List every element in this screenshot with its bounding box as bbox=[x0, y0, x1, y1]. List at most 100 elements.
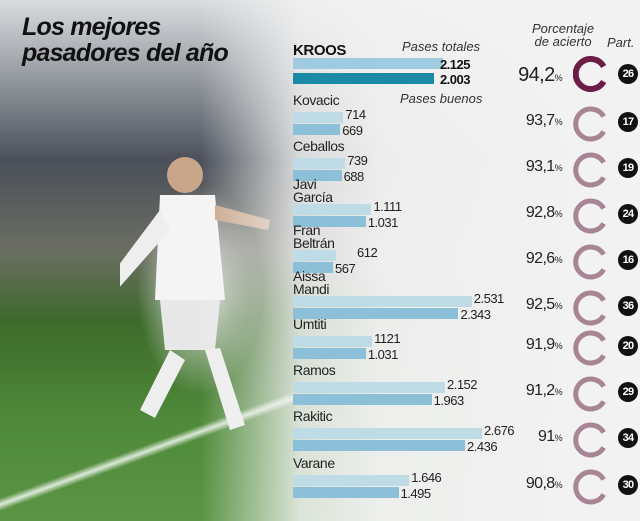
good-passes-bar bbox=[293, 73, 435, 84]
player-name: Fran Beltrán bbox=[293, 222, 335, 251]
accuracy-number: 92,8 bbox=[525, 204, 555, 221]
accuracy-value: 91% bbox=[537, 428, 563, 446]
accuracy-number: 92,5 bbox=[525, 296, 555, 313]
total-passes-bar bbox=[293, 58, 444, 69]
accuracy-ring-icon bbox=[573, 290, 606, 326]
accuracy-ring-icon bbox=[573, 376, 606, 412]
matches-badge: 17 bbox=[618, 112, 638, 132]
player-name: Aissa Mandi bbox=[293, 268, 330, 297]
player-name: Ramos bbox=[293, 362, 336, 378]
total-passes-bar bbox=[293, 158, 346, 169]
total-passes-bar bbox=[293, 204, 372, 215]
player-row: Rakitic 2.676 2.436 91% 34 bbox=[293, 408, 640, 458]
player-row: Kovacic 714 669 93,7% 17 bbox=[293, 92, 640, 142]
good-passes-value: 567 bbox=[335, 261, 356, 276]
player-name: Javi García bbox=[293, 176, 333, 205]
player-row: Ramos 2.152 1.963 91,2% 29 bbox=[293, 362, 640, 412]
page-title: Los mejores pasadores del año bbox=[22, 13, 229, 66]
accuracy-unit: % bbox=[554, 433, 563, 443]
accuracy-unit: % bbox=[554, 480, 563, 490]
accuracy-unit: % bbox=[554, 73, 563, 83]
good-passes-value: 669 bbox=[342, 123, 363, 138]
total-passes-value: 1121 bbox=[374, 331, 401, 346]
good-passes-bar bbox=[293, 170, 342, 181]
good-passes-value: 688 bbox=[343, 169, 365, 184]
total-passes-label: Pases totales bbox=[402, 39, 481, 54]
accuracy-number: 94,2 bbox=[518, 64, 555, 86]
good-passes-bar bbox=[293, 262, 334, 273]
accuracy-number: 91,9 bbox=[525, 336, 555, 353]
total-passes-bar bbox=[293, 428, 482, 439]
accuracy-unit: % bbox=[554, 117, 563, 127]
accuracy-ring-icon bbox=[573, 244, 606, 280]
player-row: Varane 1.646 1.495 90,8% 30 bbox=[293, 455, 640, 505]
total-passes-value: 2.152 bbox=[446, 377, 478, 392]
total-passes-value: 2.531 bbox=[473, 291, 505, 306]
title-line-1: Los mejores bbox=[22, 13, 161, 41]
accuracy-ring-icon bbox=[573, 56, 607, 92]
accuracy-unit: % bbox=[554, 163, 563, 173]
accuracy-unit: % bbox=[554, 387, 563, 397]
good-passes-value: 2.436 bbox=[467, 439, 498, 454]
accuracy-ring-icon bbox=[573, 106, 606, 142]
total-passes-bar bbox=[293, 296, 472, 307]
matches-header: Part. bbox=[607, 35, 635, 50]
good-passes-bar bbox=[293, 308, 459, 319]
accuracy-header-line2: de acierto bbox=[534, 34, 592, 49]
accuracy-number: 93,1 bbox=[525, 158, 555, 175]
total-passes-value: 739 bbox=[347, 153, 368, 168]
player-row: KROOS 2.125 2.003 94,2% 26 bbox=[293, 42, 640, 92]
matches-badge: 29 bbox=[618, 382, 638, 402]
good-passes-bar bbox=[293, 124, 341, 135]
matches-badge: 30 bbox=[618, 475, 638, 495]
good-passes-bar bbox=[293, 348, 366, 359]
good-passes-value: 2.343 bbox=[460, 307, 491, 322]
player-row: Umtiti 1121 1.031 91,9% 20 bbox=[293, 316, 640, 366]
accuracy-number: 91 bbox=[537, 428, 555, 445]
matches-badge: 20 bbox=[618, 336, 638, 356]
total-passes-value: 714 bbox=[345, 107, 366, 122]
accuracy-number: 91,2 bbox=[525, 382, 555, 399]
player-name: Umtiti bbox=[293, 316, 327, 332]
good-passes-value: 1.495 bbox=[400, 486, 432, 501]
accuracy-value: 92,6% bbox=[525, 250, 563, 268]
accuracy-value: 90,8% bbox=[525, 475, 563, 493]
accuracy-value: 93,1% bbox=[525, 158, 563, 176]
accuracy-ring-icon bbox=[573, 469, 606, 505]
matches-badge: 34 bbox=[618, 428, 638, 448]
total-passes-bar bbox=[293, 336, 373, 347]
good-passes-bar bbox=[293, 487, 399, 498]
player-row: Javi García 1.111 1.031 92,8% 24 bbox=[293, 176, 640, 234]
good-passes-value: 2.003 bbox=[439, 72, 471, 87]
accuracy-unit: % bbox=[554, 255, 563, 265]
good-passes-value: 1.963 bbox=[433, 393, 465, 408]
total-passes-bar bbox=[293, 250, 337, 261]
accuracy-number: 90,8 bbox=[525, 475, 555, 492]
good-passes-value: 1.031 bbox=[367, 215, 399, 230]
total-passes-bar bbox=[293, 475, 410, 486]
total-passes-value: 1.646 bbox=[411, 470, 442, 485]
accuracy-header-line1: Porcentaje bbox=[532, 21, 595, 36]
matches-badge: 26 bbox=[618, 64, 638, 84]
player-name: Rakitic bbox=[293, 408, 333, 424]
accuracy-value: 91,9% bbox=[525, 336, 563, 354]
player-name: KROOS bbox=[293, 42, 347, 59]
accuracy-value: 93,7% bbox=[526, 112, 563, 130]
total-passes-bar bbox=[293, 112, 344, 123]
player-row: Fran Beltrán 612 567 92,6% 16 bbox=[293, 222, 640, 280]
accuracy-ring-icon bbox=[573, 152, 606, 188]
player-row: Aissa Mandi 2.531 2.343 92,5% 36 bbox=[293, 268, 640, 326]
accuracy-ring-icon bbox=[573, 198, 606, 234]
accuracy-unit: % bbox=[554, 301, 563, 311]
player-name: Kovacic bbox=[293, 92, 340, 108]
total-passes-value: 2.125 bbox=[439, 57, 471, 72]
player-name: Varane bbox=[293, 455, 335, 471]
good-passes-bar bbox=[293, 394, 432, 405]
accuracy-number: 92,6 bbox=[525, 250, 555, 267]
accuracy-unit: % bbox=[554, 341, 563, 351]
accuracy-value: 92,5% bbox=[525, 296, 563, 314]
matches-badge: 36 bbox=[618, 296, 638, 316]
total-passes-bar bbox=[293, 382, 445, 393]
total-passes-value: 2.676 bbox=[484, 423, 515, 438]
accuracy-value: 91,2% bbox=[525, 382, 563, 400]
